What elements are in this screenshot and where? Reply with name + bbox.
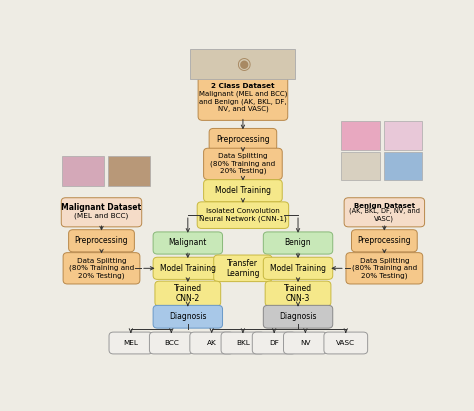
Text: Data Splitting
(80% Training and
20% Testing): Data Splitting (80% Training and 20% Tes…: [210, 153, 275, 174]
Text: Diagnosis: Diagnosis: [169, 312, 207, 321]
FancyBboxPatch shape: [324, 332, 368, 354]
FancyBboxPatch shape: [204, 148, 282, 180]
Text: Benign Dataset: Benign Dataset: [354, 203, 415, 209]
FancyBboxPatch shape: [197, 202, 289, 229]
FancyBboxPatch shape: [252, 332, 296, 354]
FancyBboxPatch shape: [153, 305, 222, 328]
Text: Malignant (MEL and BCC)
and Benign (AK, BKL, DF,
NV, and VASC): Malignant (MEL and BCC) and Benign (AK, …: [199, 91, 287, 112]
Text: DF: DF: [269, 340, 279, 346]
Text: Preprocessing: Preprocessing: [216, 135, 270, 144]
FancyBboxPatch shape: [63, 253, 140, 284]
FancyBboxPatch shape: [198, 76, 288, 120]
Text: Data Splitting
(80% Training and
20% Testing): Data Splitting (80% Training and 20% Tes…: [69, 258, 134, 279]
Text: Malignant: Malignant: [169, 238, 207, 247]
Text: 2 Class Dataset: 2 Class Dataset: [211, 83, 274, 89]
FancyBboxPatch shape: [204, 180, 282, 202]
Text: MEL: MEL: [123, 340, 138, 346]
FancyBboxPatch shape: [221, 332, 265, 354]
Text: Benign: Benign: [285, 238, 311, 247]
FancyBboxPatch shape: [344, 198, 425, 227]
FancyBboxPatch shape: [108, 156, 150, 186]
FancyBboxPatch shape: [153, 232, 222, 254]
Text: (AK, BKL, DF, NV, and
VASC): (AK, BKL, DF, NV, and VASC): [349, 208, 420, 222]
FancyBboxPatch shape: [352, 230, 417, 252]
Text: ◉: ◉: [236, 55, 250, 73]
Text: Isolated Convolution
Neural Network (CNN-1): Isolated Convolution Neural Network (CNN…: [199, 208, 287, 222]
Text: Trained
CNN-2: Trained CNN-2: [174, 284, 202, 303]
FancyBboxPatch shape: [283, 332, 327, 354]
Text: BKL: BKL: [236, 340, 250, 346]
FancyBboxPatch shape: [383, 122, 422, 150]
Text: Preprocessing: Preprocessing: [357, 236, 411, 245]
FancyBboxPatch shape: [209, 128, 277, 150]
FancyBboxPatch shape: [265, 281, 331, 306]
Text: Trained
CNN-3: Trained CNN-3: [284, 284, 312, 303]
Text: BCC: BCC: [164, 340, 179, 346]
FancyBboxPatch shape: [190, 332, 234, 354]
FancyBboxPatch shape: [69, 230, 134, 252]
FancyBboxPatch shape: [264, 305, 333, 328]
FancyBboxPatch shape: [341, 122, 380, 150]
Text: (MEL and BCC): (MEL and BCC): [74, 212, 128, 219]
Text: Model Training: Model Training: [270, 264, 326, 273]
Text: Data Splitting
(80% Training and
20% Testing): Data Splitting (80% Training and 20% Tes…: [352, 258, 417, 279]
Text: NV: NV: [300, 340, 310, 346]
Text: Transfer
Learning: Transfer Learning: [226, 259, 260, 278]
FancyBboxPatch shape: [383, 152, 422, 180]
Text: Malignant Dataset: Malignant Dataset: [62, 203, 142, 212]
FancyBboxPatch shape: [214, 255, 272, 282]
FancyBboxPatch shape: [153, 257, 222, 279]
FancyBboxPatch shape: [346, 253, 423, 284]
Text: AK: AK: [207, 340, 217, 346]
Text: Model Training: Model Training: [215, 186, 271, 195]
FancyBboxPatch shape: [109, 332, 153, 354]
FancyBboxPatch shape: [62, 156, 104, 186]
FancyBboxPatch shape: [61, 198, 142, 227]
Text: Model Training: Model Training: [160, 264, 216, 273]
FancyBboxPatch shape: [155, 281, 221, 306]
FancyBboxPatch shape: [264, 232, 333, 254]
FancyBboxPatch shape: [149, 332, 193, 354]
FancyBboxPatch shape: [341, 152, 380, 180]
Text: VASC: VASC: [336, 340, 356, 346]
Text: Diagnosis: Diagnosis: [279, 312, 317, 321]
FancyBboxPatch shape: [264, 257, 333, 279]
FancyBboxPatch shape: [191, 49, 295, 79]
Text: Preprocessing: Preprocessing: [75, 236, 128, 245]
